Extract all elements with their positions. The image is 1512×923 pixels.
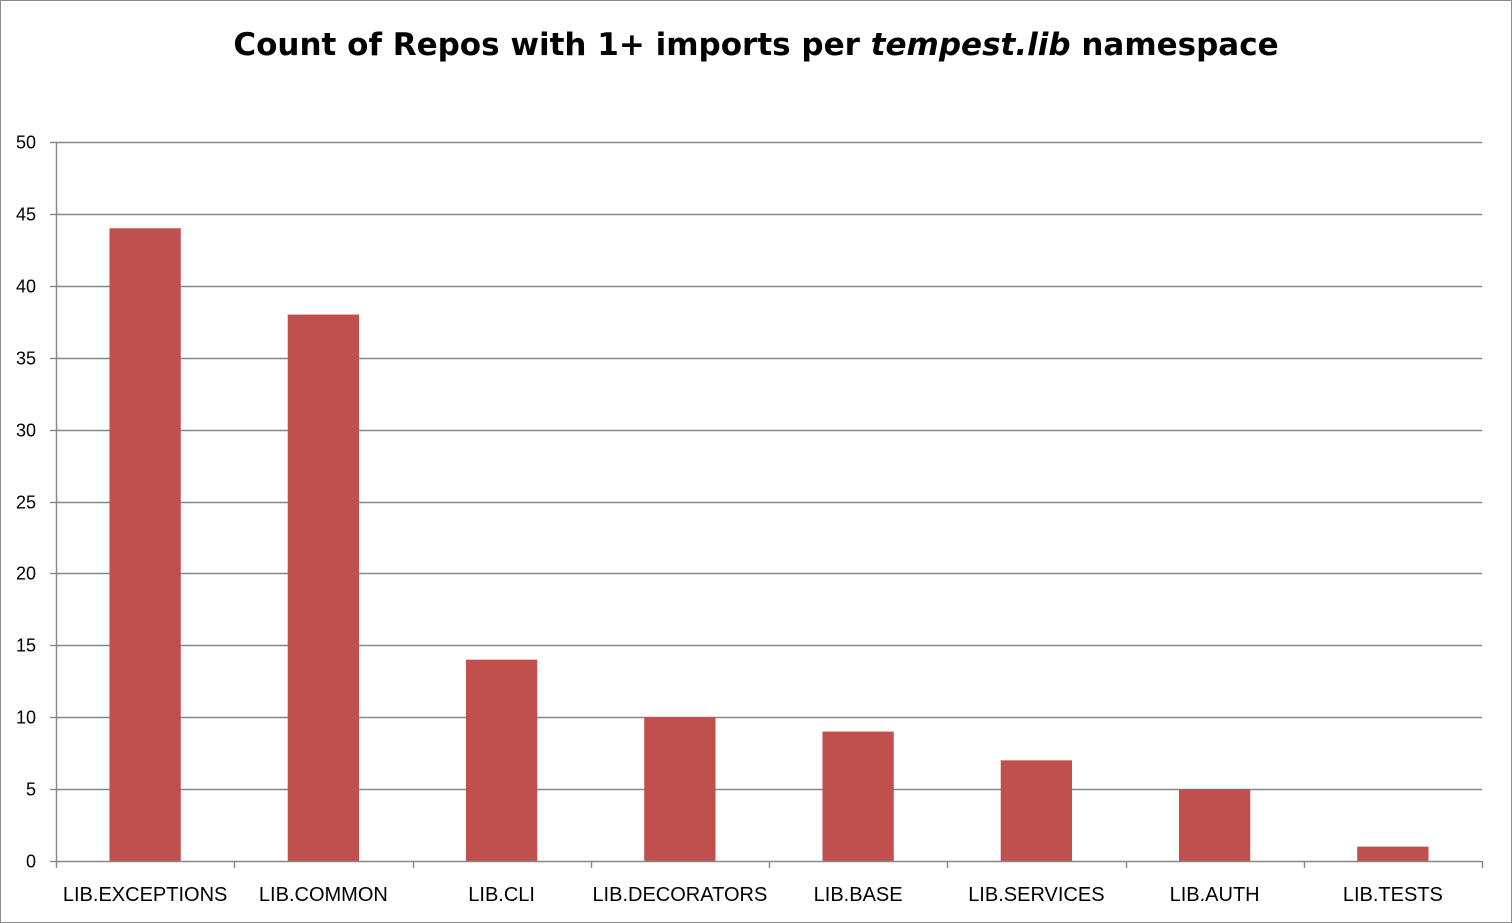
gridlines [56, 141, 1482, 791]
chart-title-part-3: namespace [1070, 27, 1279, 63]
y-tick-label-40: 40 [16, 277, 36, 297]
bar-lib-decorators [644, 717, 716, 861]
x-category-label-lib-tests: LIB.TESTS [1343, 884, 1443, 906]
x-category-label-lib-common: LIB.COMMON [259, 884, 388, 906]
y-tick-label-10: 10 [16, 708, 36, 728]
y-tick-label-5: 5 [26, 780, 36, 800]
bar-lib-base [822, 731, 894, 861]
y-tick-label-50: 50 [16, 133, 36, 153]
bar-lib-cli [465, 659, 538, 861]
bar-lib-exceptions [109, 228, 181, 861]
y-tick-label-25: 25 [16, 493, 36, 513]
x-category-label-lib-decorators: LIB.DECORATORS [592, 884, 767, 906]
x-category-label-lib-services: LIB.SERVICES [968, 884, 1104, 906]
y-tick-label-20: 20 [16, 564, 36, 584]
y-tick-label-30: 30 [16, 421, 36, 441]
x-category-label-lib-cli: LIB.CLI [468, 884, 535, 906]
y-tick-label-0: 0 [26, 852, 36, 872]
chart-title-italic: tempest.lib [870, 27, 1071, 63]
x-category-label-lib-base: LIB.BASE [814, 884, 903, 906]
bars [109, 228, 1429, 861]
y-axis-tick-labels: 0 5 10 15 20 25 30 35 40 45 50 [16, 133, 36, 872]
bar-lib-services [1000, 760, 1073, 861]
y-tick-label-45: 45 [16, 205, 36, 225]
axes [50, 141, 1482, 863]
bar-lib-auth [1178, 789, 1251, 861]
x-axis-tick-marks [55, 861, 1484, 868]
x-category-label-lib-exceptions: LIB.EXCEPTIONS [63, 884, 228, 906]
chart-title-part-1: Count of Repos with 1+ imports per [233, 27, 871, 63]
y-tick-label-15: 15 [16, 636, 36, 656]
x-category-label-lib-auth: LIB.AUTH [1170, 884, 1260, 906]
y-tick-label-35: 35 [16, 349, 36, 369]
x-axis-category-labels: LIB.EXCEPTIONS LIB.COMMON LIB.CLI LIB.DECOR… [63, 884, 1443, 906]
bar-lib-tests [1357, 846, 1429, 861]
bar-lib-common [287, 314, 360, 861]
chart-title: Count of Repos with 1+ imports per tempe… [1, 27, 1511, 63]
